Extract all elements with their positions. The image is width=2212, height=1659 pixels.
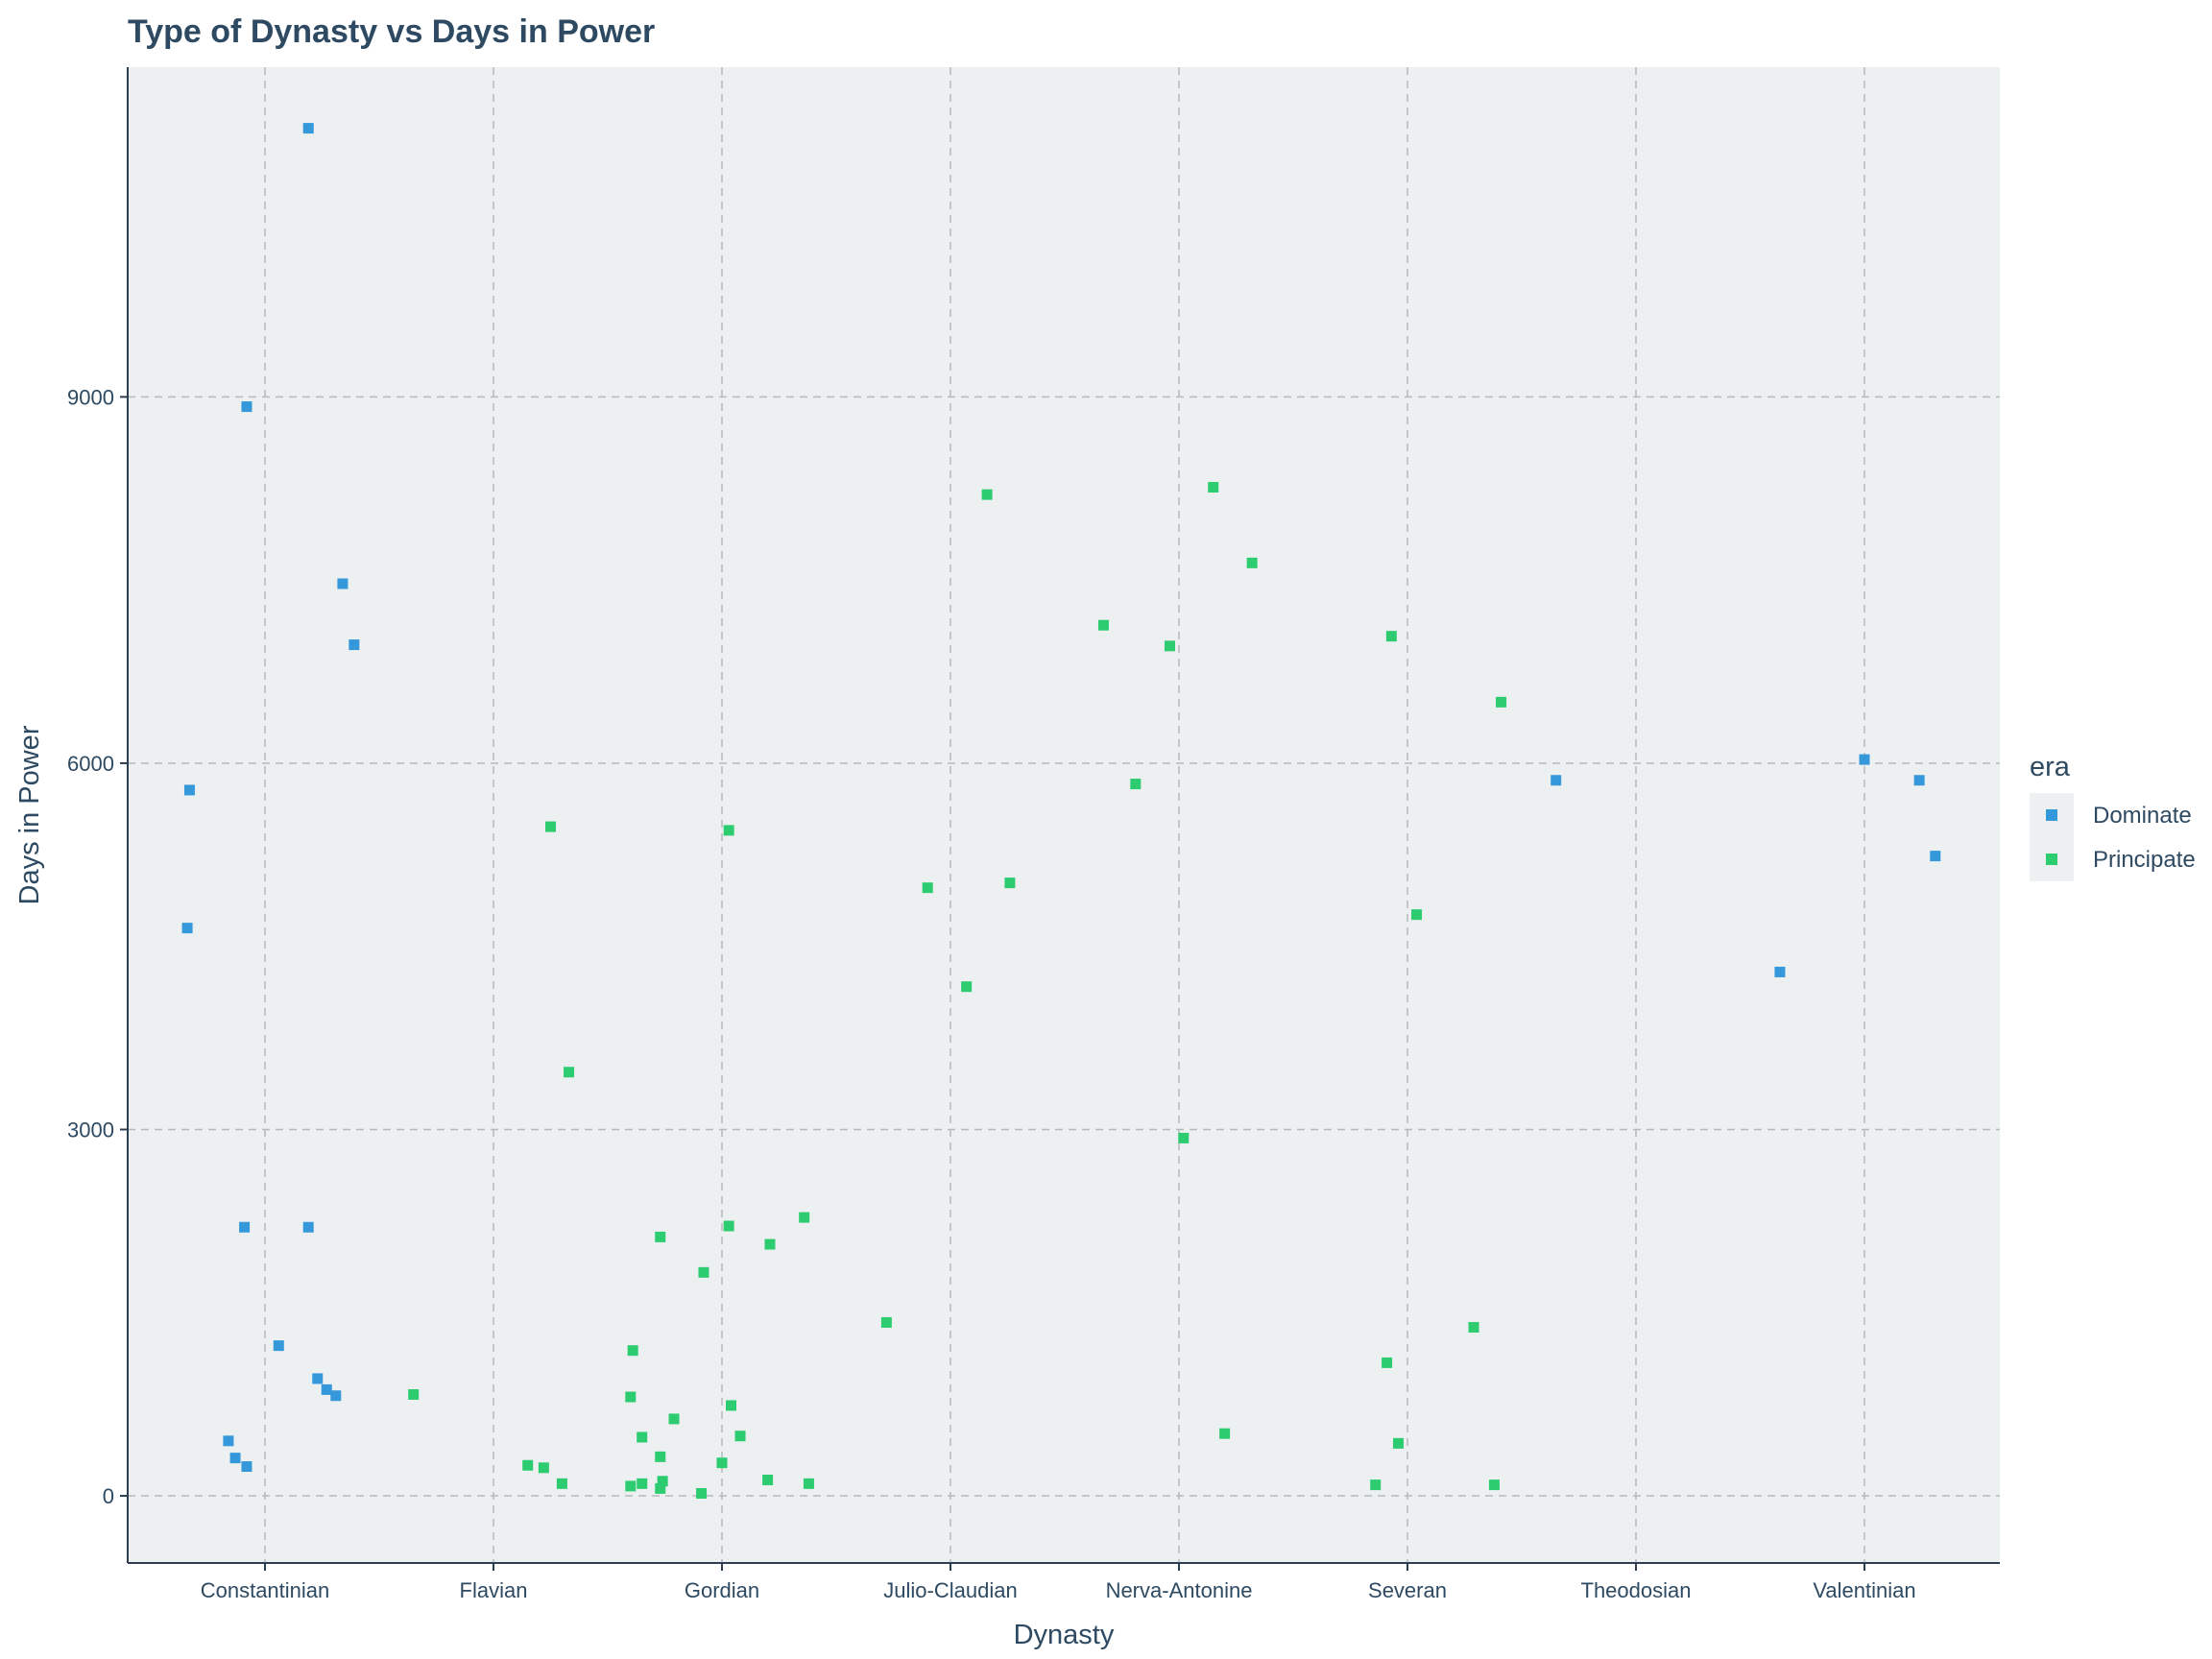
data-point-principate [564,1067,575,1078]
data-point-principate [696,1488,708,1500]
data-point-principate [1164,640,1175,652]
data-point-dominate [229,1453,241,1464]
data-point-principate [655,1451,666,1462]
data-point-principate [1385,631,1397,642]
x-tick-label: Flavian [460,1578,528,1602]
data-point-principate [625,1480,637,1492]
x-tick-label: Nerva-Antonine [1106,1578,1253,1602]
plot-background [128,67,2000,1563]
data-point-principate [723,825,734,836]
data-point-principate [637,1431,648,1443]
data-point-dominate [1551,775,1562,786]
data-point-dominate [349,639,360,651]
x-tick-label: Theodosian [1581,1578,1692,1602]
data-point-principate [1392,1437,1404,1449]
legend-swatch-principate [2046,854,2057,865]
data-point-principate [922,882,933,894]
x-tick-label: Severan [1368,1578,1447,1602]
data-point-principate [1496,696,1507,708]
data-point-principate [726,1400,737,1411]
data-point-principate [1208,482,1219,493]
data-point-principate [657,1476,668,1487]
data-point-dominate [302,1221,314,1233]
legend-swatch-dominate [2046,809,2057,821]
data-point-dominate [181,923,193,934]
data-point-dominate [241,1461,252,1473]
legend-label-dominate: Dominate [2093,803,2192,829]
y-tick-label: 6000 [67,752,114,776]
data-point-dominate [239,1221,251,1233]
data-point-principate [762,1475,774,1486]
data-point-principate [545,821,556,832]
data-point-principate [981,489,993,500]
data-point-principate [538,1462,549,1474]
data-point-dominate [302,123,314,134]
data-point-dominate [273,1340,284,1352]
chart-title: Type of Dynasty vs Days in Power [128,13,655,50]
data-point-dominate [183,784,195,796]
data-point-dominate [1859,754,1870,765]
data-point-principate [723,1220,734,1232]
x-axis-title: Dynasty [1014,1620,1115,1650]
data-point-principate [698,1266,709,1278]
data-point-principate [716,1457,728,1469]
data-points [181,123,1941,1500]
data-point-principate [1219,1428,1231,1439]
legend: era Dominate Principate [2030,752,2196,881]
data-point-dominate [1930,851,1941,862]
data-point-dominate [223,1435,234,1447]
data-point-principate [627,1345,638,1357]
data-point-principate [637,1478,648,1489]
x-tick-label: Valentinian [1813,1578,1915,1602]
data-point-principate [1004,878,1016,889]
data-point-principate [799,1212,810,1223]
legend-label-principate: Principate [2093,847,2196,873]
data-point-principate [668,1413,680,1425]
data-point-dominate [321,1383,332,1395]
data-point-principate [880,1316,892,1328]
y-axis-title: Days in Power [14,725,45,904]
data-point-principate [734,1431,746,1442]
data-point-principate [803,1478,814,1489]
grid-lines [128,67,2000,1563]
y-tick-label: 3000 [67,1118,114,1142]
data-point-dominate [1913,775,1925,786]
x-tick-label: Constantinian [201,1578,330,1602]
data-point-principate [1246,557,1258,568]
data-point-dominate [330,1390,342,1402]
y-tick-label: 9000 [67,385,114,409]
data-point-principate [408,1388,420,1400]
x-tick-labels: Constantinian Flavian Gordian Julio-Claudia… [201,1563,1916,1602]
data-point-principate [522,1459,534,1471]
data-point-principate [1178,1132,1190,1143]
data-point-principate [655,1482,666,1494]
data-point-dominate [241,401,252,413]
x-tick-label: Julio-Claudian [883,1578,1017,1602]
data-point-principate [961,981,973,993]
data-point-principate [556,1478,567,1489]
data-point-dominate [337,578,349,589]
legend-title: era [2030,752,2071,782]
data-point-principate [1382,1357,1393,1368]
data-point-principate [1097,619,1109,631]
data-point-principate [1370,1479,1382,1491]
y-tick-labels: 0 3000 6000 9000 [67,385,128,1508]
data-point-principate [1130,779,1142,790]
data-point-dominate [312,1373,324,1384]
y-tick-label: 0 [103,1484,114,1508]
data-point-dominate [1774,966,1786,977]
data-point-principate [1488,1479,1500,1491]
data-point-principate [625,1391,637,1403]
data-point-principate [655,1231,666,1242]
data-point-principate [1411,909,1423,921]
data-point-principate [1468,1322,1479,1334]
data-point-principate [764,1238,776,1250]
x-tick-label: Gordian [685,1578,759,1602]
axes [127,67,2000,1564]
